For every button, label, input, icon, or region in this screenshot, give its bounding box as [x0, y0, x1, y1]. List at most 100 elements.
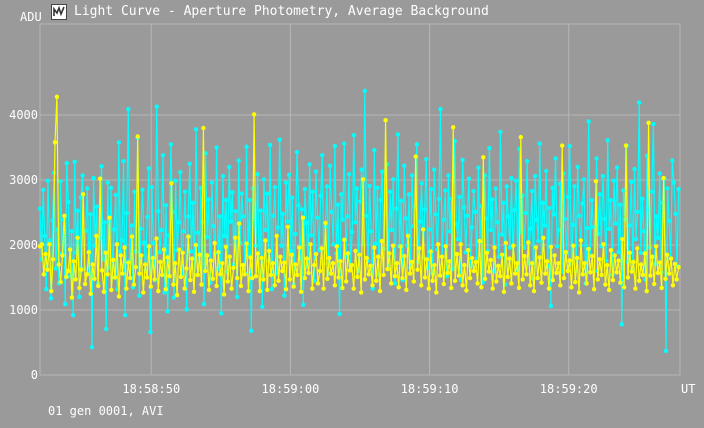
data-point	[580, 201, 585, 206]
data-point	[208, 258, 214, 263]
data-point	[498, 274, 503, 279]
data-point	[436, 196, 442, 201]
data-point	[342, 237, 347, 242]
data-point	[525, 159, 530, 164]
data-point	[499, 232, 505, 237]
data-point	[509, 175, 514, 181]
data-point	[184, 266, 189, 271]
data-point	[291, 284, 296, 289]
data-point	[64, 274, 69, 280]
data-point	[471, 188, 476, 194]
data-point	[191, 289, 197, 294]
data-point	[233, 209, 238, 214]
data-point	[105, 272, 110, 277]
data-point	[512, 207, 517, 213]
data-point	[328, 271, 334, 276]
data-point	[274, 233, 279, 239]
data-point	[201, 301, 207, 307]
data-point	[325, 276, 330, 281]
light-curve-app-icon[interactable]	[51, 4, 67, 20]
data-point	[490, 197, 495, 202]
data-point	[573, 279, 578, 285]
data-point	[102, 220, 107, 225]
data-point	[637, 278, 642, 283]
data-point	[298, 289, 304, 294]
data-point	[331, 242, 336, 247]
data-point	[455, 237, 461, 242]
data-point	[223, 244, 229, 250]
data-point	[275, 225, 281, 230]
data-point	[91, 175, 96, 181]
data-point	[138, 226, 144, 231]
data-point	[278, 254, 283, 259]
data-point	[131, 282, 137, 287]
data-point	[389, 281, 394, 286]
data-point	[184, 307, 189, 312]
data-point	[103, 250, 108, 255]
data-point	[563, 250, 569, 255]
data-point	[566, 194, 571, 200]
data-point	[589, 197, 595, 203]
data-point	[381, 272, 386, 278]
data-point	[433, 212, 438, 217]
data-point	[53, 266, 58, 271]
data-point	[513, 271, 518, 276]
data-point	[426, 286, 431, 291]
data-point	[220, 173, 226, 179]
data-point	[582, 261, 587, 266]
x-tick-label: 18:59:20	[540, 382, 598, 396]
data-point	[391, 177, 396, 182]
data-point	[122, 245, 127, 250]
data-point	[148, 284, 153, 289]
data-point	[75, 208, 81, 213]
data-point	[496, 254, 502, 259]
data-point	[571, 243, 576, 248]
data-point	[594, 156, 599, 161]
data-point	[357, 199, 363, 204]
data-point	[551, 212, 557, 217]
data-point	[449, 285, 454, 291]
data-point	[146, 166, 151, 171]
chart-axes: 18:58:50 18:59:00 18:59:10 18:59:20 0 1000 200…	[9, 10, 695, 396]
data-point	[514, 261, 520, 266]
data-point	[569, 285, 574, 290]
data-point	[409, 259, 415, 265]
data-point	[294, 149, 300, 155]
data-point	[329, 209, 334, 214]
data-point	[214, 283, 219, 289]
data-point	[367, 183, 372, 189]
data-point	[308, 242, 313, 247]
data-point	[402, 253, 407, 259]
data-point	[608, 248, 614, 253]
data-point	[221, 292, 227, 297]
data-point	[178, 274, 184, 280]
data-point	[193, 242, 199, 248]
data-point	[676, 264, 681, 270]
data-point	[340, 285, 345, 291]
data-point	[535, 275, 540, 281]
series-line	[39, 90, 680, 352]
data-point	[351, 286, 356, 291]
data-point	[428, 186, 434, 192]
data-point	[353, 220, 358, 225]
data-point	[674, 277, 679, 282]
data-point	[666, 218, 672, 224]
data-point	[441, 281, 446, 287]
data-point	[665, 252, 670, 257]
data-point	[265, 287, 270, 293]
data-point	[486, 269, 492, 274]
data-point	[394, 206, 399, 211]
series-yellow	[37, 94, 681, 300]
data-point	[212, 240, 217, 246]
data-point	[248, 255, 253, 260]
data-point	[635, 209, 640, 214]
data-point	[195, 272, 200, 278]
data-point	[539, 280, 544, 285]
data-point	[80, 173, 85, 178]
data-point	[165, 255, 170, 260]
data-point	[432, 262, 437, 268]
data-point	[69, 295, 75, 300]
data-point	[523, 210, 528, 216]
data-point	[548, 303, 554, 309]
